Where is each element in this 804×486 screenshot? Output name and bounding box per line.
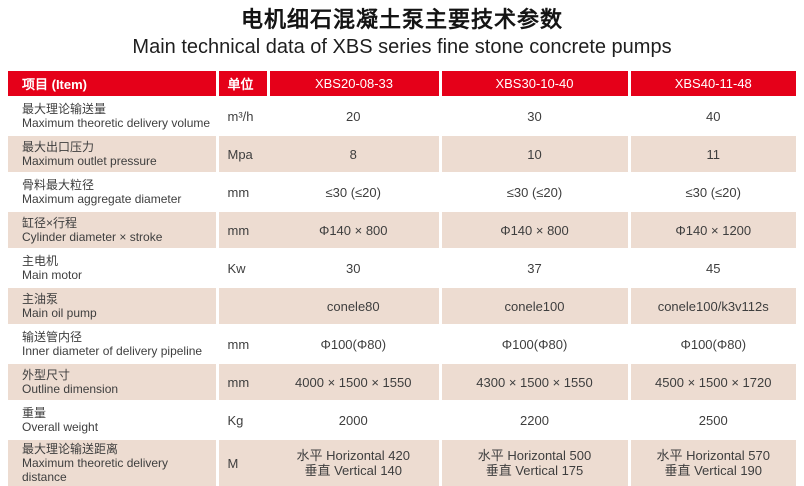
row-label-zh: 主油泵	[22, 292, 59, 306]
row-unit: m³/h	[215, 96, 268, 135]
cell-value: ≤30 (≤20)	[438, 172, 629, 211]
page-title-chinese: 电机细石混凝土泵主要技术参数	[240, 7, 563, 32]
col-header-item: 项目 (Item)	[8, 71, 217, 97]
table-row-cylinder-stroke: 缸径×行程 Cylinder diameter × stroke mm Φ140…	[8, 210, 796, 249]
cell-value: 水平 Horizontal 420 垂直 Vertical 140	[268, 438, 440, 486]
row-label-zh: 输送管内径	[22, 330, 83, 344]
row-label-zh: 最大出口压力	[22, 140, 95, 154]
row-unit: Mpa	[215, 134, 268, 173]
cell-value: 20	[268, 96, 440, 135]
row-unit: mm	[215, 172, 268, 211]
cell-value: Φ140 × 800	[268, 210, 440, 249]
table-row-aggregate-diameter: 骨料最大粒径 Maximum aggregate diameter mm ≤30…	[8, 172, 796, 211]
row-label-en: Main motor	[22, 268, 83, 282]
row-label-en: Maximum outlet pressure	[22, 154, 157, 168]
row-label-en: Overall weight	[22, 420, 99, 434]
cell-value: 4500 × 1500 × 1720	[627, 362, 796, 401]
row-unit: Kg	[215, 400, 268, 439]
table-row-outline-dimension: 外型尺寸 Outline dimension mm 4000 × 1500 × …	[8, 362, 796, 401]
cell-value: conele100	[438, 286, 629, 325]
table-row-pipeline-diameter: 输送管内径 Inner diameter of delivery pipelin…	[8, 324, 796, 363]
cell-value: Φ140 × 800	[438, 210, 629, 249]
row-label-en: Outline dimension	[22, 382, 119, 396]
row-label: 缸径×行程 Cylinder diameter × stroke	[8, 210, 217, 249]
cell-value: Φ100(Φ80)	[268, 324, 440, 363]
cell-value: 4000 × 1500 × 1550	[268, 362, 440, 401]
row-label-en: Main oil pump	[22, 306, 97, 320]
row-label-zh: 骨料最大粒径	[22, 178, 95, 192]
row-label-zh: 重量	[22, 406, 47, 420]
row-unit: Kw	[215, 248, 268, 287]
cell-value: 37	[438, 248, 629, 287]
row-label: 骨料最大粒径 Maximum aggregate diameter	[8, 172, 217, 211]
col-header-xbs30-10-40: XBS30-10-40	[438, 71, 629, 97]
row-unit: M	[215, 438, 268, 486]
cell-value: 45	[627, 248, 796, 287]
cell-value: conele100/k3v112s	[627, 286, 796, 325]
row-label: 主油泵 Main oil pump	[8, 286, 217, 325]
table-row-main-oil-pump: 主油泵 Main oil pump conele80 conele100 con…	[8, 286, 796, 325]
row-unit: mm	[215, 324, 268, 363]
row-label: 输送管内径 Inner diameter of delivery pipelin…	[8, 324, 217, 363]
page-title-english: Main technical data of XBS series fine s…	[132, 36, 672, 58]
row-label: 主电机 Main motor	[8, 248, 217, 287]
row-label-zh: 缸径×行程	[22, 216, 78, 230]
row-label-zh: 外型尺寸	[22, 368, 71, 382]
row-unit	[215, 286, 268, 325]
cell-value: 水平 Horizontal 570 垂直 Vertical 190	[627, 438, 796, 486]
row-label-zh: 最大理论输送距离	[22, 442, 119, 456]
cell-value: Φ100(Φ80)	[438, 324, 629, 363]
row-label: 最大出口压力 Maximum outlet pressure	[8, 134, 217, 173]
table-row-outlet-pressure: 最大出口压力 Maximum outlet pressure Mpa 8 10 …	[8, 134, 796, 173]
col-header-xbs20-08-33: XBS20-08-33	[266, 71, 440, 97]
col-header-unit: 单位	[215, 71, 268, 97]
title-block: 电机细石混凝土泵主要技术参数 Main technical data of XB…	[0, 0, 804, 60]
cell-value: Φ100(Φ80)	[627, 324, 796, 363]
table-row-delivery-distance: 最大理论输送距离 Maximum theoretic delivery dist…	[8, 438, 796, 486]
cell-value: 10	[438, 134, 629, 173]
cell-value: 2000	[268, 400, 440, 439]
cell-value: 40	[627, 96, 796, 135]
cell-value: Φ140 × 1200	[627, 210, 796, 249]
cell-value: 2200	[438, 400, 629, 439]
cell-value: 2500	[627, 400, 796, 439]
row-label-en: Cylinder diameter × stroke	[22, 230, 163, 244]
col-header-xbs40-11-48: XBS40-11-48	[627, 71, 796, 97]
row-label: 最大理论输送量 Maximum theoretic delivery volum…	[8, 96, 217, 135]
cell-value: 8	[268, 134, 440, 173]
row-unit: mm	[215, 362, 268, 401]
table-row-delivery-volume: 最大理论输送量 Maximum theoretic delivery volum…	[8, 96, 796, 135]
table-row-main-motor: 主电机 Main motor Kw 30 37 45	[8, 248, 796, 287]
row-label-en: Maximum aggregate diameter	[22, 192, 182, 206]
row-label: 最大理论输送距离 Maximum theoretic delivery dist…	[8, 438, 217, 486]
table-row-overall-weight: 重量 Overall weight Kg 2000 2200 2500	[8, 400, 796, 439]
cell-value: 水平 Horizontal 500 垂直 Vertical 175	[438, 438, 629, 486]
row-label-en: Inner diameter of delivery pipeline	[22, 344, 203, 358]
cell-value: ≤30 (≤20)	[627, 172, 796, 211]
row-label: 外型尺寸 Outline dimension	[8, 362, 217, 401]
spec-table: 项目 (Item) 单位 XBS20-08-33 XBS30-10-40 XBS…	[8, 71, 796, 486]
cell-value: ≤30 (≤20)	[268, 172, 440, 211]
row-label-zh: 最大理论输送量	[22, 102, 107, 116]
row-unit: mm	[215, 210, 268, 249]
row-label-en: Maximum theoretic delivery volume	[22, 116, 211, 130]
cell-value: conele80	[268, 286, 440, 325]
cell-value: 30	[438, 96, 629, 135]
cell-value: 4300 × 1500 × 1550	[438, 362, 629, 401]
cell-value: 30	[268, 248, 440, 287]
row-label-zh: 主电机	[22, 254, 59, 268]
cell-value: 11	[627, 134, 796, 173]
row-label: 重量 Overall weight	[8, 400, 217, 439]
row-label-en: Maximum theoretic delivery distance	[22, 456, 169, 484]
table-header-row: 项目 (Item) 单位 XBS20-08-33 XBS30-10-40 XBS…	[8, 71, 796, 97]
